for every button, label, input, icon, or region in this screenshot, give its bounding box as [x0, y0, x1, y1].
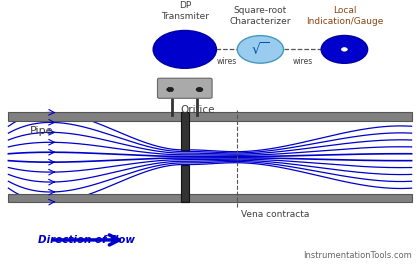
- Text: wires: wires: [292, 57, 312, 66]
- Text: Pipe: Pipe: [30, 126, 54, 136]
- FancyBboxPatch shape: [158, 78, 212, 98]
- Text: Local
Indication/Gauge: Local Indication/Gauge: [306, 6, 383, 26]
- Bar: [181, 112, 189, 150]
- Circle shape: [321, 36, 368, 63]
- Circle shape: [237, 36, 284, 63]
- Text: DP
Transmiter: DP Transmiter: [161, 1, 209, 21]
- Text: wires: wires: [217, 57, 237, 66]
- Text: InstrumentationTools.com: InstrumentationTools.com: [303, 251, 412, 260]
- Bar: [181, 165, 189, 202]
- Circle shape: [153, 30, 216, 68]
- Text: H: H: [168, 86, 173, 92]
- Circle shape: [196, 87, 203, 91]
- Circle shape: [167, 87, 173, 91]
- Text: Vena contracta: Vena contracta: [241, 210, 310, 219]
- Text: Direction of flow: Direction of flow: [38, 235, 135, 245]
- Bar: [8, 112, 412, 121]
- Bar: [8, 193, 412, 202]
- Text: Square-root
Characterizer: Square-root Characterizer: [230, 6, 291, 26]
- Text: L: L: [197, 86, 202, 92]
- Circle shape: [341, 48, 347, 51]
- Text: $\sqrt{\ }$: $\sqrt{\ }$: [251, 41, 270, 58]
- Text: Orifice: Orifice: [180, 105, 215, 114]
